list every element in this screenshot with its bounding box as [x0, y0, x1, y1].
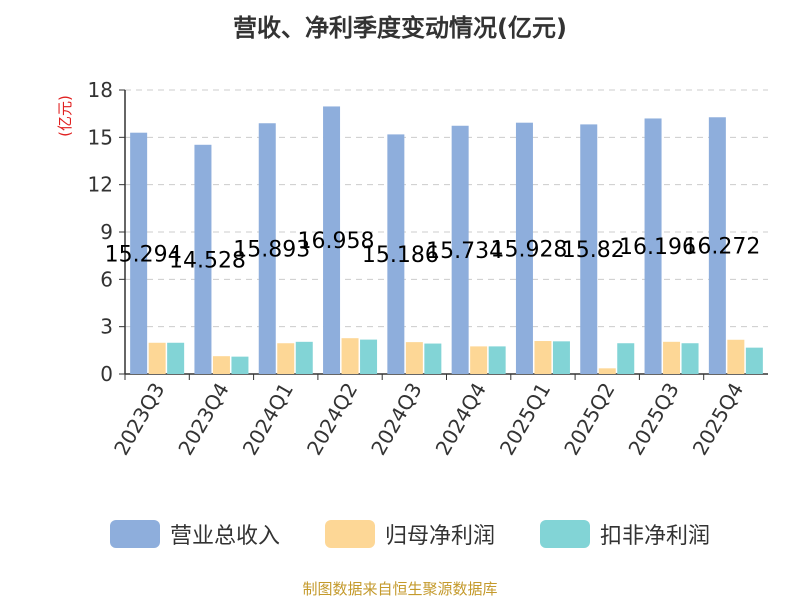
x-tick-label: 2025Q4 [688, 379, 748, 460]
legend-swatch-net-profit [324, 520, 375, 548]
bar-2023Q4-2 [231, 356, 249, 374]
bar-2025Q2-2 [617, 343, 635, 374]
bar-2025Q1-1 [534, 341, 552, 374]
y-tick-label: 15 [88, 125, 113, 149]
bar-2024Q3-2 [424, 343, 442, 374]
x-tick-label: 2024Q4 [431, 379, 491, 460]
bar-2023Q3-2 [167, 342, 185, 374]
bar-2024Q2-0 [323, 106, 341, 375]
y-tick-label: 3 [100, 315, 113, 339]
bar-2025Q2-1 [598, 368, 616, 374]
bar-2025Q4-0 [708, 117, 726, 374]
x-tick-label: 2023Q3 [109, 379, 169, 460]
bar-2025Q2-0 [580, 124, 598, 374]
bar-2023Q3-0 [130, 132, 148, 374]
chart-title: 营收、净利季度变动情况(亿元) [233, 14, 567, 42]
legend-item-deducted-profit[interactable]: 扣非净利润 [539, 518, 710, 550]
bar-2025Q3-0 [644, 118, 662, 375]
bar-2025Q4-2 [745, 347, 763, 374]
bar-2024Q1-1 [277, 343, 295, 374]
bar-2024Q4-1 [470, 346, 488, 374]
bar-2025Q3-1 [663, 341, 681, 374]
legend-item-revenue[interactable]: 营业总收入 [110, 518, 280, 550]
x-tick-label: 2024Q3 [366, 379, 426, 460]
bar-2025Q1-2 [552, 341, 570, 374]
x-tick-label: 2025Q2 [559, 379, 619, 460]
legend-item-net-profit[interactable]: 归母净利润 [324, 518, 495, 550]
bar-2024Q2-2 [360, 339, 378, 374]
legend-label-net-profit: 归母净利润 [384, 524, 495, 549]
bar-2024Q1-0 [258, 123, 276, 374]
bar-2024Q3-0 [387, 134, 405, 374]
data-label: 14.528 [169, 248, 246, 273]
data-label: 15.82 [562, 238, 625, 263]
bar-2023Q4-0 [194, 144, 212, 374]
legend-label-revenue: 营业总收入 [170, 524, 281, 549]
bar-2024Q1-2 [295, 341, 313, 374]
bar-2025Q1-0 [515, 122, 533, 374]
y-tick-label: 12 [88, 173, 113, 197]
bar-2024Q3-1 [405, 342, 423, 374]
y-axis-label: (亿元) [56, 95, 74, 137]
x-tick-label: 2025Q3 [623, 379, 683, 460]
data-label: 16.196 [619, 235, 696, 260]
bar-2023Q4-1 [212, 356, 230, 374]
data-label: 16.958 [298, 229, 375, 254]
y-tick-label: 0 [100, 362, 113, 386]
data-label: 15.294 [105, 242, 182, 267]
bar-2024Q2-1 [341, 338, 359, 374]
y-tick-label: 6 [100, 267, 113, 291]
x-tick-label: 2024Q2 [302, 379, 362, 460]
bar-2025Q3-2 [681, 343, 699, 374]
bar-2024Q4-2 [488, 346, 506, 374]
y-tick-label: 18 [88, 78, 113, 102]
data-label: 15.893 [233, 238, 310, 263]
bar-2024Q4-0 [451, 125, 469, 374]
data-label: 15.928 [490, 237, 567, 262]
x-tick-label: 2023Q4 [173, 379, 233, 460]
legend-swatch-revenue [110, 520, 160, 548]
data-label: 15.734 [426, 239, 503, 264]
x-tick-label: 2025Q1 [495, 379, 555, 460]
y-tick-label: 9 [100, 220, 113, 244]
legend-label-deducted-profit: 扣非净利润 [599, 524, 710, 549]
bar-2025Q4-1 [727, 339, 745, 374]
legend-swatch-deducted-profit [539, 520, 590, 548]
x-tick-label: 2024Q1 [238, 379, 298, 460]
legend: 营业总收入 归母净利润 扣非净利润 [110, 518, 710, 550]
data-label: 15.186 [362, 243, 439, 268]
bar-2023Q3-1 [148, 342, 166, 374]
data-source-note: 制图数据来自恒生聚源数据库 [302, 580, 498, 598]
data-label: 16.272 [683, 235, 760, 260]
